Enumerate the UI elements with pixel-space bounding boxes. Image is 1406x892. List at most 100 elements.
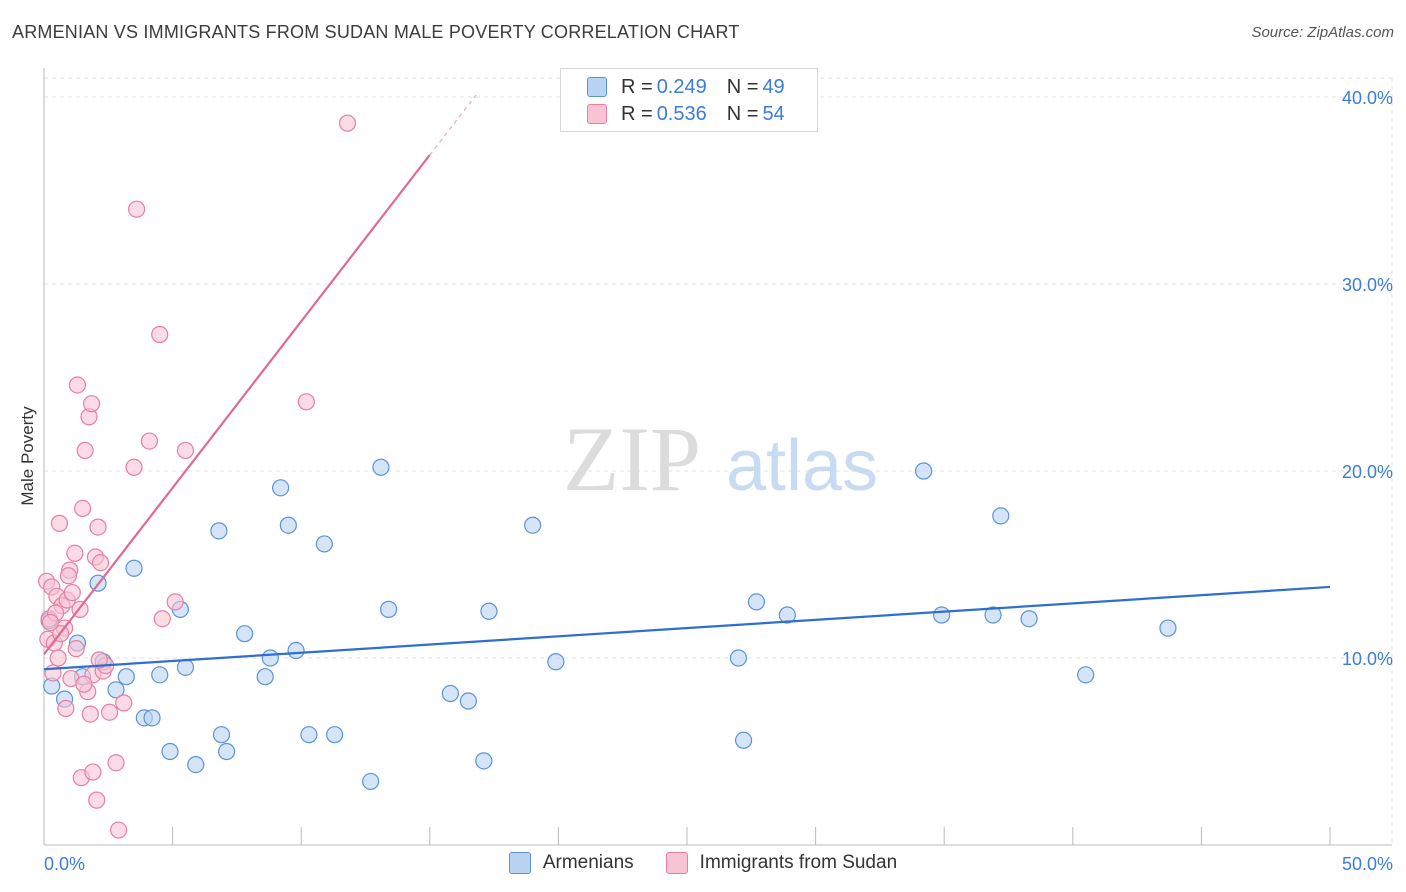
armenians-point — [915, 462, 933, 480]
sudan-point — [90, 651, 108, 669]
sudan-legend-label: Immigrants from Sudan — [699, 852, 898, 873]
sudan-point — [338, 114, 357, 132]
watermark-atlas: atlas — [726, 426, 878, 506]
armenians-point — [992, 507, 1010, 525]
sudan-point — [75, 675, 93, 693]
grid-layer — [44, 77, 1393, 845]
armenians-point — [1077, 666, 1095, 684]
legend-item-armenians[interactable]: Armenians — [508, 852, 634, 874]
sudan-point — [140, 432, 159, 450]
armenians-point — [475, 752, 493, 770]
sudan-point — [153, 610, 171, 628]
sudan-point — [68, 376, 87, 394]
sudan-point — [297, 393, 315, 411]
armenians-point — [362, 772, 380, 791]
source-label: Source: ZipAtlas.com — [1251, 24, 1394, 41]
armenians-point — [1020, 610, 1038, 628]
armenians-point — [212, 726, 231, 744]
armenians-point — [279, 516, 297, 534]
armenians-point — [480, 602, 498, 620]
tick-label-layer: 10.0% 20.0% 30.0% 40.0% 0.0% 50.0% — [44, 88, 1393, 874]
armenians-point — [315, 535, 333, 553]
sudan-legend-swatch — [665, 852, 688, 874]
armenians-point — [547, 653, 565, 671]
x-tick-label-min: 0.0% — [44, 854, 85, 874]
armenians-point — [372, 458, 390, 476]
legend-row-armenians: R = 0.249 N = 49 — [587, 75, 785, 99]
sudan-point — [73, 499, 92, 517]
sudan-point — [107, 754, 125, 772]
armenians-point — [117, 668, 135, 686]
sudan-point — [84, 763, 102, 781]
sudan-n-label: N = — [726, 102, 759, 125]
sudan-point — [127, 200, 146, 218]
armenians-point — [161, 742, 179, 761]
armenians-point — [210, 522, 228, 540]
sudan-point — [81, 705, 99, 723]
y-tick-label: 30.0% — [1342, 275, 1393, 295]
sudan-point — [63, 583, 81, 602]
sudan-point — [76, 441, 94, 460]
sudan-point — [59, 567, 78, 585]
sudan-trendline — [43, 154, 431, 655]
axis-layer — [43, 68, 1392, 846]
sudan-point — [50, 514, 69, 532]
armenians-point — [272, 479, 290, 497]
armenians-point — [984, 606, 1002, 624]
sudan-point — [91, 554, 110, 572]
armenians-point — [187, 755, 205, 774]
sudan-n-value: 54 — [762, 102, 785, 125]
sudan-point — [57, 699, 75, 718]
sudan-point — [89, 518, 107, 536]
y-tick-label: 10.0% — [1342, 649, 1393, 669]
legend-row-sudan: R = 0.536 N = 54 — [587, 102, 785, 126]
armenians-swatch — [587, 77, 607, 97]
armenians-point — [326, 726, 344, 744]
sudan-point — [82, 395, 101, 413]
armenians-r-value: 0.249 — [656, 75, 707, 98]
sudan-point — [109, 821, 128, 839]
armenians-trendline — [43, 585, 1331, 671]
armenians-point — [143, 709, 161, 727]
armenians-point — [287, 641, 305, 660]
armenians-point — [380, 600, 398, 618]
sudan-point — [67, 640, 85, 658]
chart-title: ARMENIAN VS IMMIGRANTS FROM SUDAN MALE P… — [12, 22, 740, 42]
armenians-r-label: R = — [621, 75, 653, 98]
sudan-point — [115, 694, 133, 712]
armenians-point — [524, 516, 542, 534]
armenians-n-label: N = — [726, 75, 759, 98]
sudan-point — [49, 649, 67, 667]
armenians-point — [747, 593, 766, 611]
armenians-point — [236, 625, 254, 643]
sudan-point — [166, 593, 184, 611]
sudan-point — [66, 544, 84, 562]
armenians-n-value: 49 — [762, 75, 785, 98]
watermark: ZIP atlas — [563, 408, 878, 510]
armenians-point — [734, 731, 753, 749]
armenians-point — [176, 658, 195, 676]
armenians-point — [125, 559, 143, 577]
armenians-point — [218, 742, 236, 761]
y-tick-label: 40.0% — [1342, 88, 1393, 108]
series-legend: Armenians Immigrants from Sudan — [0, 852, 1406, 874]
armenians-point — [933, 606, 951, 624]
sudan-point — [125, 458, 143, 476]
armenians-point — [300, 726, 318, 744]
sudan-point — [151, 325, 169, 344]
armenians-point — [151, 666, 169, 684]
sudan-swatch — [587, 104, 607, 124]
armenians-point — [459, 692, 477, 710]
x-tick-label-max: 50.0% — [1342, 854, 1393, 874]
sudan-point — [100, 703, 119, 721]
armenians-point — [256, 668, 274, 686]
stats-legend: R = 0.249 N = 49 R = 0.536 N = 54 — [560, 68, 818, 132]
armenians-point — [107, 681, 125, 699]
sudan-trendline-extension — [429, 94, 477, 156]
armenians-legend-label: Armenians — [542, 852, 634, 873]
legend-item-sudan[interactable]: Immigrants from Sudan — [665, 852, 898, 874]
armenians-point — [778, 606, 796, 624]
y-tick-label: 20.0% — [1342, 462, 1393, 482]
armenians-point — [261, 649, 279, 667]
sudan-point — [88, 791, 106, 809]
